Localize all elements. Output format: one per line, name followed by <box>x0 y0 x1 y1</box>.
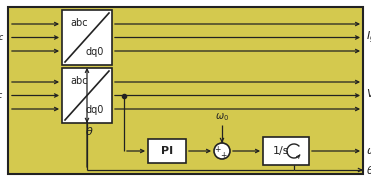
Text: $\theta$: $\theta$ <box>85 125 93 137</box>
Text: 1/s: 1/s <box>273 146 289 156</box>
Text: I$_{g,dq0}$: I$_{g,dq0}$ <box>366 29 371 46</box>
Text: abc: abc <box>70 18 88 28</box>
Text: I$_{g,abc}$: I$_{g,abc}$ <box>0 29 4 46</box>
Text: dq0: dq0 <box>86 47 104 57</box>
Bar <box>263 137 309 165</box>
Text: +: + <box>214 146 221 155</box>
Text: +: + <box>220 151 226 160</box>
Text: $\omega_0$: $\omega_0$ <box>215 111 229 123</box>
Circle shape <box>214 143 230 159</box>
Text: abc: abc <box>70 76 88 86</box>
Text: V$_{g,dq0}$: V$_{g,dq0}$ <box>366 87 371 104</box>
Text: $\omega$: $\omega$ <box>366 146 371 156</box>
Text: V$_{g,abc}$: V$_{g,abc}$ <box>0 87 4 104</box>
Bar <box>62 68 112 123</box>
Text: $\theta$: $\theta$ <box>366 164 371 176</box>
Text: PI: PI <box>161 146 173 156</box>
Text: dq0: dq0 <box>86 105 104 115</box>
Bar <box>148 139 186 163</box>
Bar <box>62 10 112 65</box>
